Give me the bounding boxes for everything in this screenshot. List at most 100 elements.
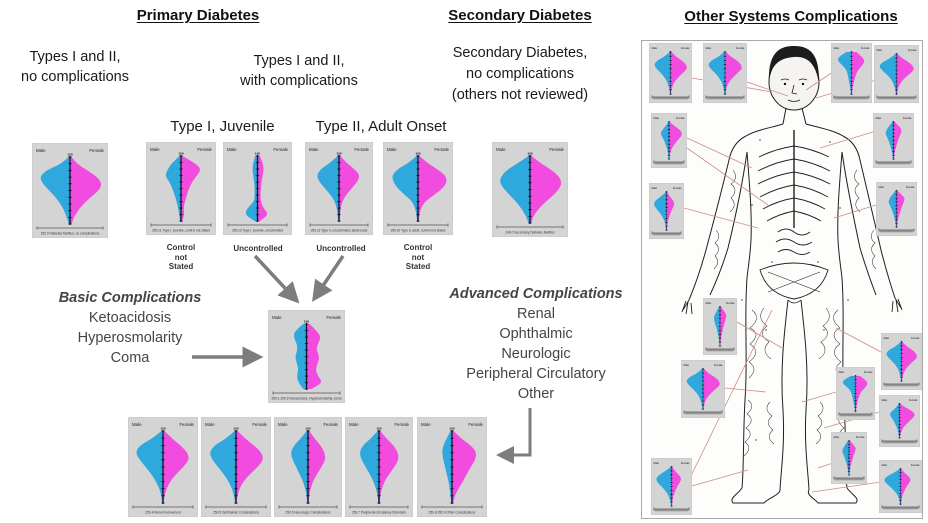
label-uncontrolled-type2: Uncontrolled [316, 244, 366, 253]
age-axis-top-label: 100 [336, 151, 341, 155]
female-area [236, 431, 263, 503]
age-tick-label: 10 [378, 496, 381, 498]
pyramid-chart-J: Male Female 90 80 70 60 50 40 30 20 10 100 250.6 Neu… [274, 417, 342, 517]
age-tick-label: 60 [417, 182, 420, 184]
female-area [530, 156, 562, 223]
age-tick-label: 10 [235, 496, 238, 498]
age-axis-top-label: 100 [178, 151, 183, 155]
chart-caption [883, 507, 918, 510]
age-tick-label: 80 [69, 170, 72, 172]
chart-caption: 250.x0 Type II, adult, control not state… [391, 229, 446, 233]
female-label: Female [673, 186, 682, 190]
age-axis-top-label: 100 [305, 426, 310, 430]
age-tick-label: 20 [417, 208, 420, 210]
male-area [838, 52, 852, 94]
age-tick-label: 70 [305, 343, 308, 345]
age-tick-label: 60 [529, 183, 532, 185]
label-type1-juvenile: Type I, Juvenile [170, 118, 275, 135]
label-secondary-sub: Secondary Diabetes, no complications (ot… [451, 45, 589, 103]
age-tick-label: 30 [529, 203, 532, 205]
age-tick-label: 30 [305, 369, 308, 371]
age-tick-label: 60 [451, 460, 454, 462]
female-label: Female [323, 422, 338, 427]
age-tick-label: 60 [235, 460, 238, 462]
age-tick-label: 50 [305, 356, 308, 358]
chart-caption: 250.8-250.9 Other Complications [429, 511, 476, 515]
age-tick-label: 20 [338, 208, 341, 210]
female-area [671, 467, 681, 506]
female-area [900, 469, 911, 504]
label-uncontrolled-type1: Uncontrolled [233, 244, 283, 253]
female-area [308, 431, 326, 503]
female-label: Female [394, 422, 409, 427]
mini-pyramid-chart-12: Male Female [836, 367, 875, 420]
mini-pyramid-chart-11: Male Female [651, 458, 692, 515]
chart-caption: 250.4 Renal Involvement [145, 511, 180, 515]
female-area [306, 324, 322, 389]
age-tick-label: 20 [162, 489, 165, 491]
age-tick-label: 10 [162, 496, 165, 498]
female-area [163, 431, 189, 503]
arrow-uncontrolled-type1-to-merged [253, 254, 300, 304]
male-area [294, 324, 307, 389]
chart-caption: 250.x3 Type I, juvenile, uncontrolled [232, 229, 283, 233]
mini-pyramid-chart-13: Male Female [831, 432, 867, 484]
age-tick-label: 50 [529, 189, 532, 191]
age-tick-label: 80 [378, 445, 381, 447]
female-label: Female [856, 435, 865, 439]
female-label: Female [911, 463, 920, 467]
age-tick-label: 60 [378, 460, 381, 462]
age-tick-label: 40 [338, 195, 341, 197]
age-tick-label: 50 [338, 188, 341, 190]
age-tick-label: 30 [378, 481, 381, 483]
male-area [136, 431, 163, 503]
mini-pyramid-chart-1: Male Female [649, 43, 692, 103]
male-area [654, 52, 671, 94]
age-tick-label: 90 [338, 162, 341, 164]
age-tick-label: 70 [378, 453, 381, 455]
age-tick-label: 70 [69, 177, 72, 179]
male-area [708, 52, 725, 94]
pyramid-chart-C: Male Female 90 80 70 60 50 40 30 20 10 100 250.x3 Ty… [223, 142, 292, 235]
arrow-uncontrolled-type2-to-merged [312, 255, 345, 302]
female-label: Female [179, 422, 194, 427]
female-area [901, 342, 917, 381]
age-axis-top-label: 100 [255, 151, 260, 155]
female-label: Female [197, 147, 212, 152]
age-tick-label: 40 [305, 363, 308, 365]
age-axis-top-label: 100 [415, 151, 420, 155]
female-area [418, 156, 447, 221]
female-label: Female [714, 363, 723, 367]
advanced-item-neurologic: Neurologic [501, 346, 571, 362]
chart-caption: 250.6 Neurologic Complications [285, 511, 330, 515]
male-area [360, 431, 379, 503]
age-tick-label: 80 [307, 445, 310, 447]
male-area [392, 156, 418, 221]
chart-caption: 250.0 Diabetes Mellitus, no complication… [41, 232, 100, 236]
chart-caption [653, 233, 680, 236]
age-tick-label: 90 [256, 162, 259, 164]
age-tick-label: 20 [180, 208, 183, 210]
female-label: Female [676, 116, 685, 120]
female-label: Female [354, 147, 369, 152]
advanced-complications-title: Advanced Complications [449, 286, 623, 302]
male-area [713, 307, 720, 346]
age-tick-label: 90 [235, 438, 238, 440]
age-tick-label: 50 [378, 467, 381, 469]
heading-secondary-diabetes: Secondary Diabetes [448, 7, 592, 24]
male-label: Male [834, 46, 840, 50]
chart-caption [655, 509, 688, 512]
age-tick-label: 10 [256, 214, 259, 216]
age-tick-label: 60 [69, 184, 72, 186]
chart-caption [655, 162, 683, 165]
male-area [884, 469, 901, 504]
mini-pyramid-chart-14: Male Female [881, 333, 922, 390]
female-area [896, 54, 914, 94]
chart-caption: 250.x2 Type II, uncontrolled, adult onse… [311, 229, 368, 233]
age-tick-label: 70 [417, 175, 420, 177]
male-label: Male [421, 422, 431, 427]
age-tick-label: 20 [378, 489, 381, 491]
age-tick-label: 50 [235, 467, 238, 469]
male-area [656, 467, 672, 506]
age-tick-label: 40 [378, 474, 381, 476]
